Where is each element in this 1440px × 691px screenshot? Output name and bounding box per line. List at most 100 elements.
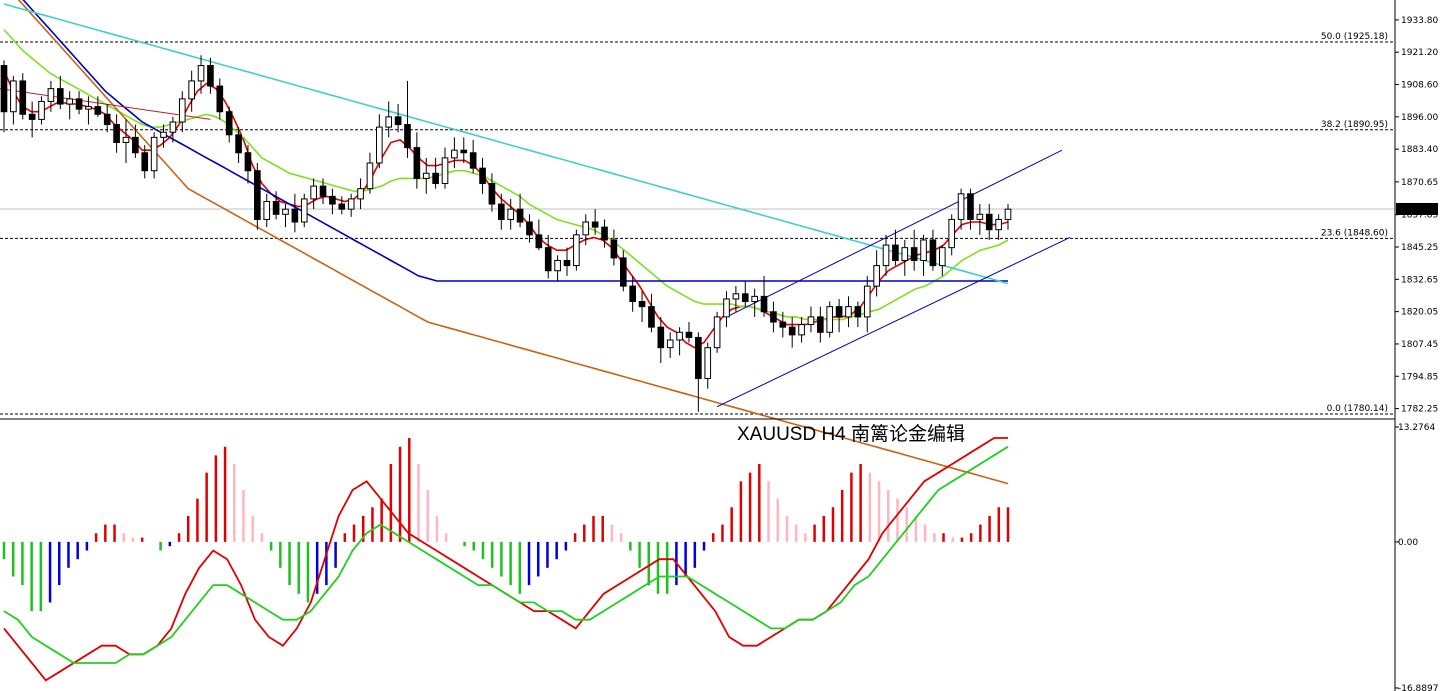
y-tick-label: 1921.20 <box>1401 48 1438 58</box>
candle-body <box>394 116 402 126</box>
oscillator-panel: 13.2764 0.00 -16.8897 <box>2 423 1438 691</box>
candle-body <box>760 295 768 313</box>
candle-body <box>216 85 224 113</box>
candle-body <box>150 136 158 172</box>
oscillator-signal-line <box>3 437 1008 682</box>
candle-body <box>178 98 186 123</box>
candle-body <box>732 293 740 300</box>
candle-body <box>685 331 693 338</box>
y-tick-label: 1832.65 <box>1401 275 1438 285</box>
candle-body <box>310 185 317 200</box>
y-tick-label: 1782.25 <box>1401 405 1438 415</box>
candle-body <box>422 172 430 179</box>
candle-body <box>807 316 815 326</box>
y-tick-label: 1807.45 <box>1401 340 1438 350</box>
candle-body <box>225 111 233 136</box>
chart-title: XAUUSD H4 南篱论金编辑 <box>737 423 965 445</box>
candle-body <box>835 306 843 318</box>
candle-body <box>319 185 327 197</box>
candle-body <box>0 65 8 113</box>
current-price-label: 1860.08 <box>1400 205 1437 215</box>
moving-average-line <box>22 0 1008 282</box>
candle-body <box>197 65 205 82</box>
candle-body <box>779 321 787 328</box>
candle-body <box>573 234 580 267</box>
candle-body <box>19 80 27 115</box>
candle-body <box>300 198 308 223</box>
candle-body <box>948 218 956 249</box>
candle-body <box>357 188 364 200</box>
fib-level-label: 38.2 (1890.95) <box>1321 120 1388 130</box>
candle-body <box>723 298 730 318</box>
y-tick-label: 1896.00 <box>1401 113 1438 123</box>
candle-body <box>432 172 439 185</box>
candle-body <box>619 257 627 287</box>
candle-body <box>38 100 45 120</box>
candle-body <box>122 136 130 143</box>
candle-body <box>666 339 674 349</box>
moving-average-line <box>17 0 1009 485</box>
candle-body <box>10 80 17 113</box>
candle-body <box>798 324 805 336</box>
candle-body <box>385 116 393 128</box>
candle-body <box>713 316 721 349</box>
y-tick-label: 1908.60 <box>1401 81 1438 91</box>
candle-body <box>263 200 271 220</box>
candle-body <box>451 149 458 159</box>
candle-body <box>132 136 139 154</box>
candle-body <box>535 234 543 249</box>
candle-body <box>788 326 796 336</box>
candle-body <box>103 113 111 126</box>
candle-body <box>207 65 214 87</box>
candle-body <box>873 265 880 287</box>
candle-body <box>272 200 280 215</box>
candle-body <box>160 131 167 138</box>
candle-body <box>347 198 355 210</box>
candle-body <box>1004 208 1012 220</box>
candle-body <box>563 259 571 267</box>
candle-body <box>85 106 92 110</box>
candle-body <box>695 336 702 379</box>
candle-body <box>141 152 149 172</box>
candle-body <box>910 247 918 261</box>
candle-body <box>929 239 937 267</box>
candle-body <box>497 203 505 220</box>
candle-body <box>404 124 411 149</box>
candle-body <box>601 226 608 241</box>
osc-y-tick-label: 0.00 <box>1398 538 1418 548</box>
y-tick-label: 1845.25 <box>1401 243 1438 253</box>
candle-body <box>957 193 965 220</box>
fib-level-label: 50.0 (1925.18) <box>1321 32 1388 42</box>
candle-body <box>488 183 496 205</box>
candle-body <box>479 167 486 185</box>
candle-body <box>676 331 683 341</box>
candle-body <box>188 80 195 100</box>
channel-lower-line <box>716 236 1071 408</box>
y-tick-label: 1883.40 <box>1401 145 1438 155</box>
candle-body <box>507 208 515 220</box>
candle-body <box>976 213 984 220</box>
candle-body <box>94 106 102 115</box>
candle-body <box>967 193 974 220</box>
candle-body <box>770 311 777 323</box>
candle-body <box>582 221 590 236</box>
candle-body <box>28 113 36 120</box>
candle-body <box>629 285 636 303</box>
candle-body <box>338 203 346 210</box>
candle-body <box>863 285 871 318</box>
candle-body <box>554 259 561 272</box>
candle-body <box>657 326 665 349</box>
candle-body <box>66 98 73 105</box>
candle-body <box>441 157 449 185</box>
candle-body <box>460 149 468 154</box>
candle-body <box>638 301 646 308</box>
candle-body <box>516 208 524 223</box>
candle-body <box>591 221 599 228</box>
candle-body <box>985 213 993 231</box>
candle-body <box>882 244 890 267</box>
moving-average-line <box>3 3 1009 285</box>
candle-body <box>892 244 899 261</box>
fib-level-label: 0.0 (1780.14) <box>1327 404 1388 414</box>
oscillator-signal-line <box>3 445 1009 664</box>
channel-upper-line <box>726 149 1063 318</box>
